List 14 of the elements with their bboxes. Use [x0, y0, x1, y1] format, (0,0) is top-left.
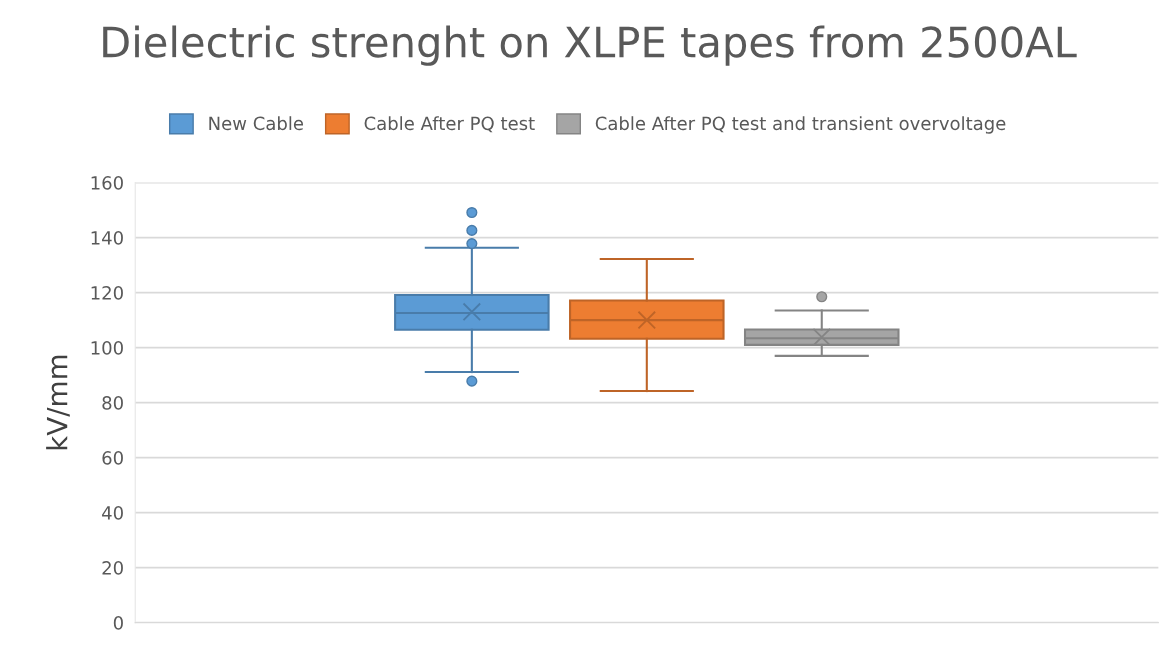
- legend-label: Cable After PQ test: [364, 116, 535, 133]
- y-tick-label: 0: [113, 616, 123, 630]
- y-tick-label: 140: [91, 231, 123, 245]
- y-tick-label: 40: [102, 506, 123, 520]
- y-axis-title: kV/mm: [46, 355, 70, 450]
- y-tick-label: 100: [91, 341, 123, 355]
- y-tick-label: 80: [102, 396, 123, 410]
- y-tick-label: 120: [91, 286, 123, 300]
- legend-label: Cable After PQ test and transient overvoltage: [595, 116, 1006, 134]
- y-tick-label: 160: [91, 176, 123, 190]
- y-tick-label: 60: [102, 451, 123, 465]
- y-tick-label: 20: [102, 561, 123, 575]
- chart-title: Dielectric strenght on XLPE tapes from 2500AL: [103, 25, 1077, 66]
- legend-label: New Cable: [209, 116, 304, 131]
